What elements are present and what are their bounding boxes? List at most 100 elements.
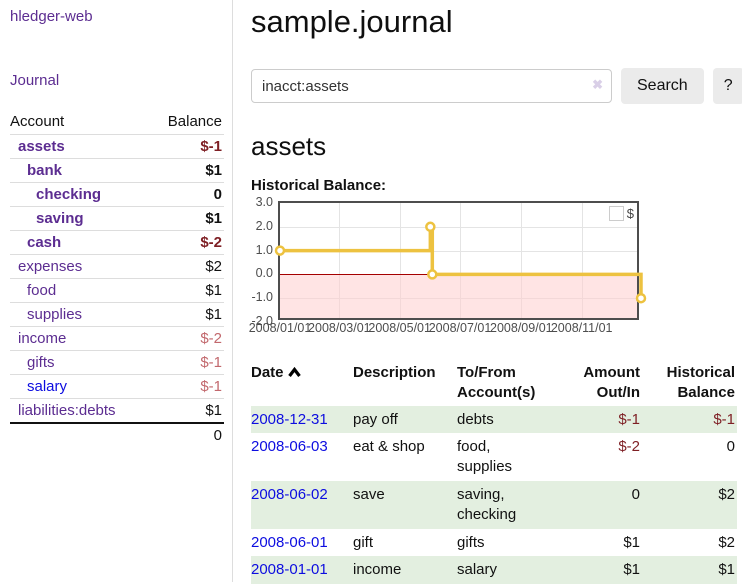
y-tick-label: -2.0	[251, 314, 273, 328]
help-button[interactable]: ?	[712, 68, 742, 104]
y-tick-label: 0.0	[255, 266, 273, 281]
accounts-header-account: Account	[10, 113, 65, 130]
transaction-accounts: food, supplies	[457, 438, 513, 476]
account-link[interactable]: gifts	[27, 354, 55, 371]
header-historical-balance: Historical Balance	[666, 364, 735, 401]
transaction-date-link[interactable]: 2008-06-02	[251, 485, 328, 503]
account-balance: $-1	[200, 354, 222, 371]
account-link[interactable]: liabilities:debts	[18, 402, 116, 419]
x-tick-label: 2008/11/01	[550, 321, 613, 335]
transaction-description: gift	[353, 533, 374, 551]
account-row: bank $1	[10, 158, 224, 183]
chart-y-axis-labels: 3.0 2.0 1.0 0.0 -1.0 -2.0	[251, 195, 275, 328]
transaction-description: income	[353, 561, 402, 579]
account-row: saving $1	[10, 206, 224, 231]
account-balance: $1	[205, 402, 222, 419]
horizontal-gridline	[280, 226, 637, 228]
account-balance: $1	[205, 210, 222, 227]
main-content: sample.journal ✖ Search ? assets Histori…	[233, 0, 742, 584]
accounts-header-balance: Balance	[167, 113, 222, 130]
account-link[interactable]: food	[27, 282, 57, 299]
transaction-row: 2008-06-02 save saving, checking 0 $2	[251, 480, 737, 529]
transaction-row: 2008-01-01 income salary $1 $1	[251, 556, 737, 584]
clear-search-icon[interactable]: ✖	[592, 77, 603, 92]
chart-plot-area: $	[274, 201, 647, 320]
account-link[interactable]: supplies	[27, 306, 83, 323]
account-row: gifts $-1	[10, 350, 224, 375]
accounts-header-row: Account Balance	[10, 110, 224, 135]
header-date[interactable]: Date	[251, 361, 353, 406]
sort-ascending-icon	[287, 366, 301, 377]
account-link[interactable]: income	[18, 330, 67, 347]
account-heading: assets	[251, 131, 327, 161]
page-title: sample.journal	[251, 4, 453, 39]
account-link[interactable]: bank	[27, 162, 63, 179]
transaction-description: save	[353, 485, 385, 503]
transaction-historical-balance: $2	[718, 485, 735, 503]
account-row: cash $-2	[10, 230, 224, 255]
balance-series-line	[274, 221, 647, 304]
account-link[interactable]: checking	[36, 186, 102, 203]
account-balance: $-1	[200, 138, 222, 155]
transaction-historical-balance: $1	[718, 561, 735, 579]
sidebar-item-journal[interactable]: Journal	[10, 72, 60, 89]
transaction-accounts: salary	[457, 561, 498, 579]
transaction-accounts: gifts	[457, 533, 485, 551]
search-input[interactable]	[251, 69, 612, 103]
account-row: income $-2	[10, 326, 224, 351]
account-row: salary $-1	[10, 374, 224, 399]
search-bar: ✖ Search ?	[251, 68, 742, 104]
account-link[interactable]: expenses	[18, 258, 83, 275]
vertical-gridline	[339, 203, 341, 318]
y-tick-label: 1.0	[255, 242, 273, 257]
accounts-table: Account Balance assets $-1 bank $1 checking 0…	[10, 110, 224, 447]
account-row: checking 0	[10, 182, 224, 207]
vertical-gridline	[399, 203, 401, 318]
x-tick-label: 2008/03/01	[308, 321, 371, 335]
transactions-table: Date Description To/From Account(s) Amou…	[251, 361, 737, 584]
transaction-date-link[interactable]: 2008-06-01	[251, 533, 328, 551]
transaction-accounts: debts	[457, 410, 494, 428]
app-title-link[interactable]: hledger-web	[10, 8, 93, 25]
transaction-description: eat & shop	[353, 438, 425, 456]
sidebar: hledger-web Journal Account Balance asse…	[0, 0, 233, 582]
accounts-total-row: 0	[10, 422, 224, 447]
x-tick-label: 2008/05/01	[368, 321, 431, 335]
transaction-amount: $-1	[618, 410, 640, 428]
transaction-date-link[interactable]: 2008-12-31	[251, 410, 328, 428]
account-balance: $2	[205, 258, 222, 275]
y-tick-label: 3.0	[255, 195, 273, 209]
account-balance: $1	[205, 282, 222, 299]
account-link[interactable]: saving	[36, 210, 84, 227]
transaction-amount: $-2	[618, 438, 640, 456]
historical-balance-chart: 3.0 2.0 1.0 0.0 -1.0 -2.0 $ 2008/01/01 2008/03…	[249, 195, 671, 337]
negative-region	[280, 274, 637, 318]
account-row: supplies $1	[10, 302, 224, 327]
transactions-header-row: Date Description To/From Account(s) Amou…	[251, 361, 737, 406]
transaction-date-link[interactable]: 2008-01-01	[251, 561, 328, 579]
account-balance: $-1	[200, 378, 222, 395]
chart-x-axis-labels: 2008/01/01 2008/03/01 2008/05/01 2008/07/01…	[249, 320, 639, 337]
account-link[interactable]: assets	[18, 138, 65, 155]
account-link[interactable]: cash	[27, 234, 62, 251]
account-link[interactable]: salary	[27, 378, 68, 395]
vertical-gridline	[521, 203, 523, 318]
account-row: expenses $2	[10, 254, 224, 279]
transaction-date-link[interactable]: 2008-06-03	[251, 438, 328, 456]
account-row: liabilities:debts $1	[10, 398, 224, 424]
transaction-amount: 0	[631, 485, 640, 503]
transaction-description: pay off	[353, 410, 398, 428]
search-button[interactable]: Search	[621, 68, 704, 104]
transaction-row: 2008-06-01 gift gifts $1 $2	[251, 529, 737, 557]
transaction-accounts: saving, checking	[457, 485, 517, 523]
x-tick-label: 2008/07/01	[428, 321, 492, 335]
transaction-historical-balance: $2	[718, 533, 735, 551]
y-tick-label: -1.0	[251, 290, 273, 305]
horizontal-gridline	[280, 250, 637, 252]
account-balance: $-2	[200, 330, 222, 347]
header-description: Description	[353, 364, 436, 381]
x-tick-label: 2008/09/01	[490, 321, 553, 335]
y-tick-label: 2.0	[255, 218, 273, 233]
transaction-row: 2008-06-03 eat & shop food, supplies $-2 0	[251, 433, 737, 481]
account-balance: 0	[213, 186, 222, 203]
